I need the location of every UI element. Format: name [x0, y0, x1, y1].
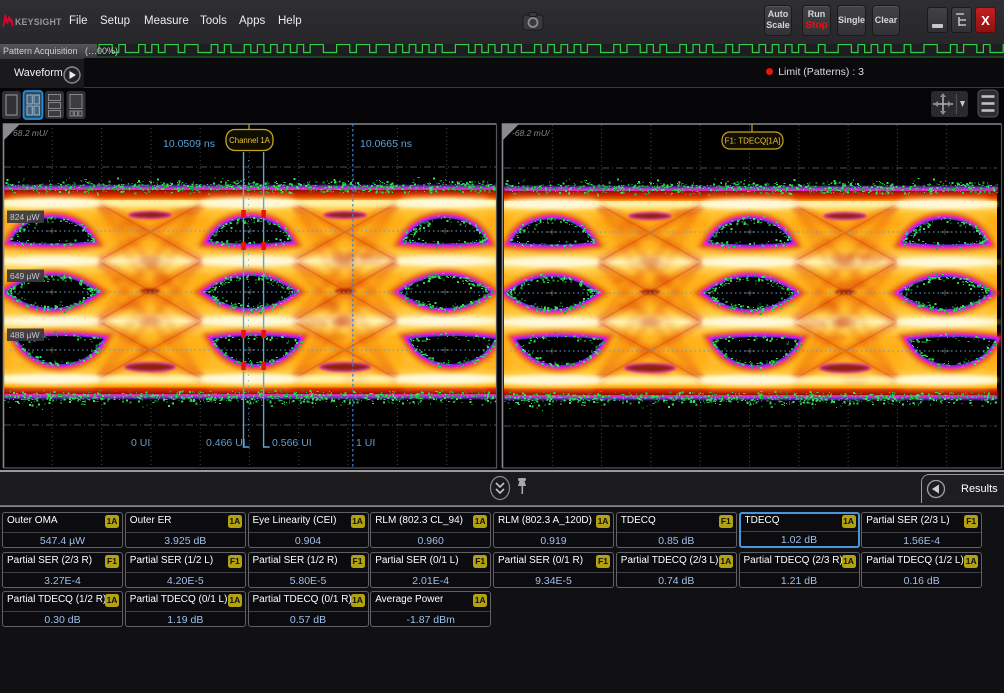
svg-text:0 UI: 0 UI — [131, 437, 150, 449]
svg-text:Channel 1A: Channel 1A — [229, 136, 271, 145]
svg-text:10.0665 ns: 10.0665 ns — [360, 138, 412, 150]
svg-text:1 UI: 1 UI — [356, 437, 375, 449]
svg-text:F1: TDECQ[1A]: F1: TDECQ[1A] — [725, 137, 781, 146]
svg-text:649 µW: 649 µW — [10, 271, 39, 281]
svg-text:0.466 UI: 0.466 UI — [206, 437, 246, 449]
svg-text:-68.2 mU/: -68.2 mU/ — [512, 128, 551, 138]
svg-text:68.2 mU/: 68.2 mU/ — [13, 128, 49, 138]
svg-text:0.566 UI: 0.566 UI — [272, 437, 312, 449]
svg-text:488 µW: 488 µW — [10, 330, 39, 340]
svg-text:10.0509 ns: 10.0509 ns — [163, 138, 215, 150]
svg-text:824 µW: 824 µW — [10, 212, 39, 222]
